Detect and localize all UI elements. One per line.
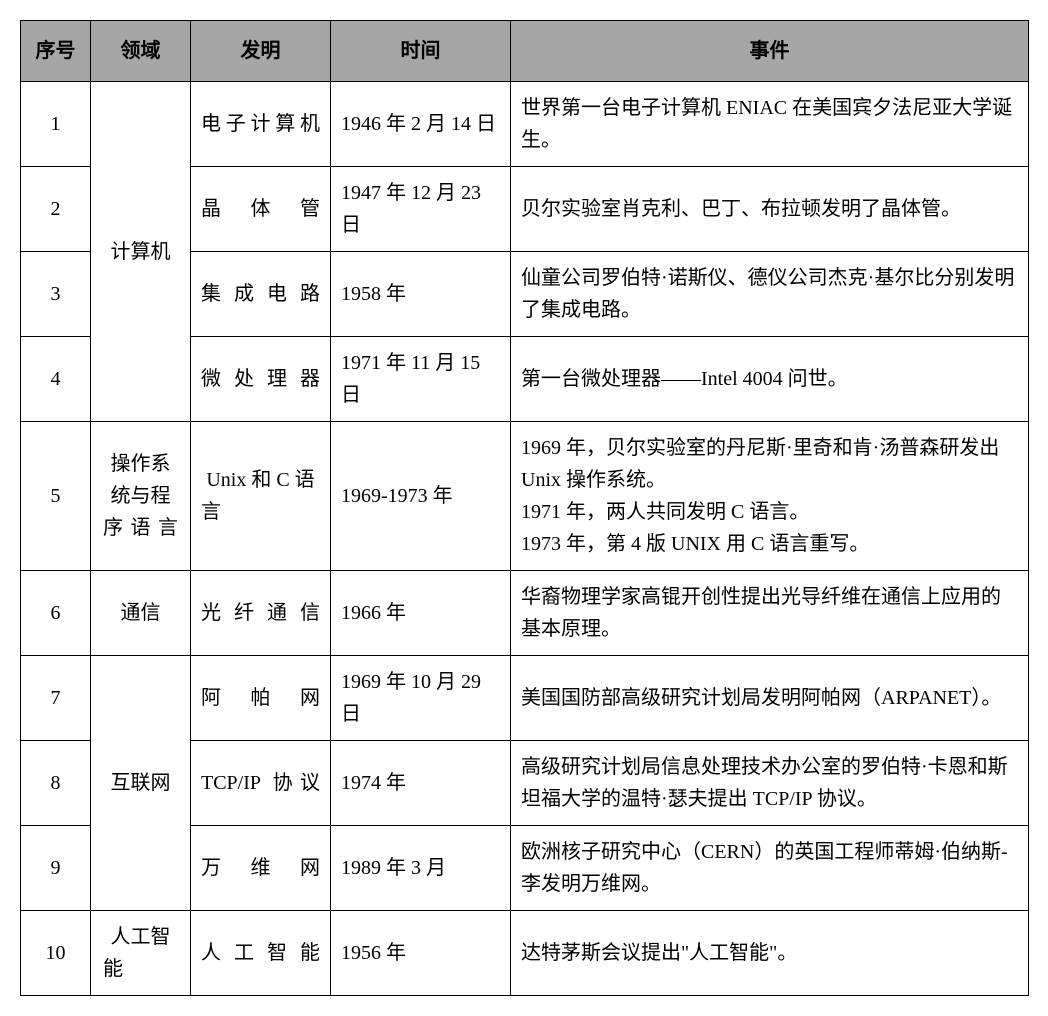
cell-seq: 8 — [21, 741, 91, 826]
cell-time: 1989 年 3 月 — [331, 826, 511, 911]
cell-time: 1958 年 — [331, 252, 511, 337]
cell-invention: Unix 和 C 语言 — [191, 422, 331, 571]
cell-seq: 7 — [21, 656, 91, 741]
cell-domain: 操作系统与程序语言 — [91, 422, 191, 571]
cell-event: 高级研究计划局信息处理技术办公室的罗伯特·卡恩和斯坦福大学的温特·瑟夫提出 TC… — [511, 741, 1029, 826]
table-row: 5操作系统与程序语言Unix 和 C 语言1969-1973 年1969 年，贝… — [21, 422, 1029, 571]
cell-domain: 通信 — [91, 571, 191, 656]
table-row: 6通信光纤通信1966 年华裔物理学家高锟开创性提出光导纤维在通信上应用的基本原… — [21, 571, 1029, 656]
cell-seq: 3 — [21, 252, 91, 337]
cell-seq: 9 — [21, 826, 91, 911]
table-body: 1计算机电子计算机1946 年 2 月 14 日世界第一台电子计算机 ENIAC… — [21, 82, 1029, 996]
cell-domain: 计算机 — [91, 82, 191, 422]
cell-time: 1946 年 2 月 14 日 — [331, 82, 511, 167]
cell-seq: 5 — [21, 422, 91, 571]
history-table: 序号 领域 发明 时间 事件 1计算机电子计算机1946 年 2 月 14 日世… — [20, 20, 1029, 996]
col-header-time: 时间 — [331, 21, 511, 82]
cell-invention: 集成电路 — [191, 252, 331, 337]
cell-invention: 晶体管 — [191, 167, 331, 252]
cell-invention: 万维网 — [191, 826, 331, 911]
cell-invention: 人工智能 — [191, 911, 331, 996]
table-row: 7互联网阿帕网1969 年 10 月 29 日美国国防部高级研究计划局发明阿帕网… — [21, 656, 1029, 741]
cell-time: 1969-1973 年 — [331, 422, 511, 571]
cell-domain: 人工智能 — [91, 911, 191, 996]
cell-event: 仙童公司罗伯特·诺斯仪、德仪公司杰克·基尔比分别发明了集成电路。 — [511, 252, 1029, 337]
cell-event: 第一台微处理器——Intel 4004 问世。 — [511, 337, 1029, 422]
cell-seq: 1 — [21, 82, 91, 167]
cell-time: 1966 年 — [331, 571, 511, 656]
cell-time: 1974 年 — [331, 741, 511, 826]
col-header-event: 事件 — [511, 21, 1029, 82]
cell-seq: 2 — [21, 167, 91, 252]
cell-event: 1969 年，贝尔实验室的丹尼斯·里奇和肯·汤普森研发出 Unix 操作系统。1… — [511, 422, 1029, 571]
cell-event: 达特茅斯会议提出"人工智能"。 — [511, 911, 1029, 996]
cell-event: 欧洲核子研究中心（CERN）的英国工程师蒂姆·伯纳斯-李发明万维网。 — [511, 826, 1029, 911]
table-row: 10人工智能人工智能1956 年达特茅斯会议提出"人工智能"。 — [21, 911, 1029, 996]
cell-seq: 10 — [21, 911, 91, 996]
cell-invention: 微处理器 — [191, 337, 331, 422]
cell-event: 世界第一台电子计算机 ENIAC 在美国宾夕法尼亚大学诞生。 — [511, 82, 1029, 167]
cell-invention: 光纤通信 — [191, 571, 331, 656]
cell-invention: 阿帕网 — [191, 656, 331, 741]
cell-time: 1969 年 10 月 29 日 — [331, 656, 511, 741]
cell-time: 1971 年 11 月 15 日 — [331, 337, 511, 422]
cell-time: 1956 年 — [331, 911, 511, 996]
cell-event: 贝尔实验室肖克利、巴丁、布拉顿发明了晶体管。 — [511, 167, 1029, 252]
cell-time: 1947 年 12 月 23 日 — [331, 167, 511, 252]
cell-event: 华裔物理学家高锟开创性提出光导纤维在通信上应用的基本原理。 — [511, 571, 1029, 656]
col-header-domain: 领域 — [91, 21, 191, 82]
table-row: 1计算机电子计算机1946 年 2 月 14 日世界第一台电子计算机 ENIAC… — [21, 82, 1029, 167]
cell-seq: 6 — [21, 571, 91, 656]
col-header-invention: 发明 — [191, 21, 331, 82]
table-header-row: 序号 领域 发明 时间 事件 — [21, 21, 1029, 82]
cell-invention: TCP/IP 协议 — [191, 741, 331, 826]
col-header-seq: 序号 — [21, 21, 91, 82]
cell-event: 美国国防部高级研究计划局发明阿帕网（ARPANET）。 — [511, 656, 1029, 741]
cell-invention: 电子计算机 — [191, 82, 331, 167]
cell-domain: 互联网 — [91, 656, 191, 911]
cell-seq: 4 — [21, 337, 91, 422]
